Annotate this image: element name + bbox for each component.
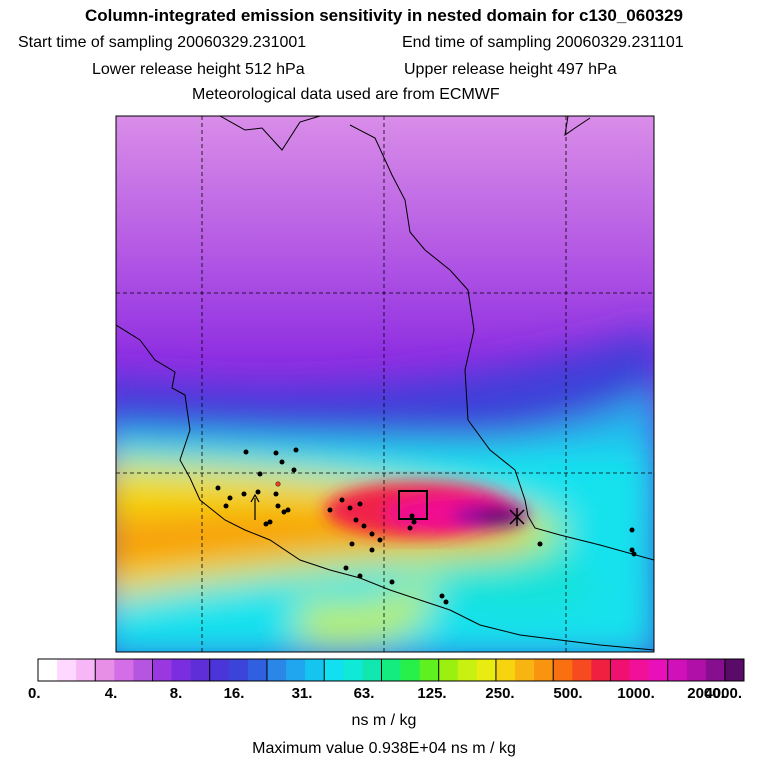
square-box-icon: [398, 490, 428, 520]
colorbar-cell: [57, 659, 77, 681]
x-cross-icon: [509, 508, 525, 526]
colorbar-cell: [534, 659, 554, 681]
highlight-station-marker: [275, 481, 281, 487]
colorbar-cell: [591, 659, 611, 681]
colorbar-tick-label: 500.: [553, 685, 583, 702]
colorbar-cell: [305, 659, 325, 681]
colorbar-tick-label: 250.: [485, 685, 515, 702]
colorbar-tick-label: 4000.: [704, 685, 742, 702]
end-time-label: End time of sampling 20060329.231101: [402, 34, 684, 51]
colorbar-cells: [38, 659, 745, 681]
colorbar-tick-label: 125.: [417, 685, 447, 702]
field-layer: [116, 116, 654, 652]
upper-release-label: Upper release height 497 hPa: [404, 61, 617, 78]
colorbar-tick-label: 2000.: [687, 685, 725, 702]
colorbar-frame: [37, 658, 745, 682]
colorbar-cell: [686, 659, 707, 681]
lower-release-label: Lower release height 512 hPa: [92, 61, 305, 78]
colorbar-cell: [209, 659, 230, 681]
colorbar-cell: [705, 659, 726, 681]
colorbar-cell: [114, 659, 134, 681]
coastline: [116, 116, 654, 651]
met-data-label: Meteorological data used are from ECMWF: [192, 86, 500, 103]
colorbar-cell: [648, 659, 669, 681]
graticule: [116, 116, 654, 652]
colorbar-cell: [95, 659, 115, 681]
colorbar-cell: [724, 659, 745, 681]
colorbar-cell: [572, 659, 592, 681]
colorbar-cell: [76, 659, 96, 681]
colorbar-cell: [419, 659, 440, 681]
colorbar-cell: [476, 659, 497, 681]
colorbar-cell: [38, 659, 58, 681]
colorbar-cell: [381, 659, 402, 681]
colorbar-cell: [362, 659, 382, 681]
colorbar-tick-label: 63.: [353, 685, 375, 702]
colorbar-cell: [515, 659, 535, 681]
colorbar-cell: [629, 659, 650, 681]
arrow-icon: [250, 493, 260, 520]
colorbar-tick-label: 0.: [28, 685, 41, 702]
colorbar-cell: [190, 659, 211, 681]
colorbar-cell: [667, 659, 688, 681]
colorbar-units: ns m / kg: [351, 712, 417, 729]
start-time-label: Start time of sampling 20060329.231001: [18, 34, 307, 51]
colorbar-cell: [343, 659, 363, 681]
colorbar-cell: [171, 659, 192, 681]
maximum-value-label: Maximum value 0.938E+04 ns m / kg: [252, 740, 516, 757]
map-frame: [115, 115, 655, 653]
colorbar-cell: [495, 659, 516, 681]
colorbar-tick-label: 1000.: [617, 685, 655, 702]
colorbar-tick-label: 31.: [291, 685, 313, 702]
colorbar-cell: [247, 659, 268, 681]
plot-title: Column-integrated emission sensitivity i…: [84, 6, 684, 25]
colorbar-cell: [438, 659, 459, 681]
colorbar-cell: [553, 659, 573, 681]
colorbar-cell: [152, 659, 173, 681]
colorbar-tick-label: 8.: [169, 685, 183, 702]
colorbar-tick-label: 16.: [223, 685, 245, 702]
colorbar-cell: [286, 659, 306, 681]
colorbar-tick-label: 4.: [104, 685, 118, 702]
colorbar-cell: [228, 659, 249, 681]
colorbar-cell: [400, 659, 421, 681]
colorbar-cell: [133, 659, 153, 681]
colorbar-cell: [610, 659, 631, 681]
colorbar-cell: [324, 659, 344, 681]
colorbar-cell: [266, 659, 287, 681]
colorbar-cell: [457, 659, 478, 681]
